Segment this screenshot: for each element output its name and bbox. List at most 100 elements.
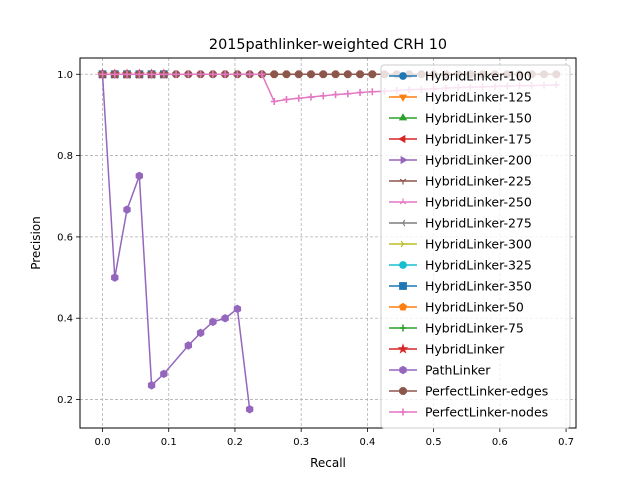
data-point: [356, 89, 364, 97]
x-tick-label: 0.7: [558, 437, 574, 448]
data-point: [99, 70, 107, 78]
x-tick-label: 0.0: [95, 437, 111, 448]
legend-item: HybridLinker-75: [389, 321, 524, 336]
legend-label: HybridLinker-50: [425, 300, 524, 315]
legend-item: HybridLinker-275: [389, 216, 532, 231]
legend-swatch-marker: [399, 365, 407, 375]
data-point: [344, 90, 352, 98]
legend-item: HybridLinker-150: [389, 111, 532, 126]
legend-swatch-marker: [398, 134, 406, 144]
data-point: [209, 70, 217, 78]
legend: HybridLinker-100 HybridLinker-125 HybridLi…: [380, 64, 571, 429]
data-point: [184, 70, 192, 78]
data-point: [343, 70, 352, 79]
legend-swatch-marker: [397, 343, 409, 354]
data-point: [331, 70, 340, 79]
y-tick-label: 0.6: [57, 232, 73, 243]
legend-item: HybridLinker-325: [389, 258, 532, 273]
y-tick-label: 0.2: [57, 395, 73, 406]
y-tick-label: 1.0: [57, 70, 73, 81]
legend-label: HybridLinker-150: [425, 111, 532, 126]
data-point: [319, 70, 328, 79]
legend-swatch-marker: [399, 387, 407, 395]
data-point: [111, 70, 119, 78]
legend-label: PerfectLinker-nodes: [425, 405, 548, 420]
plot-frame: [79, 57, 577, 429]
data-point: [147, 381, 156, 390]
legend-item: HybridLinker-50: [389, 300, 524, 315]
legend-swatch-marker: [399, 324, 407, 332]
legend-item: HybridLinker-350: [389, 279, 532, 294]
legend-label: PerfectLinker-edges: [425, 384, 548, 399]
data-point: [135, 70, 143, 78]
legend-item: HybridLinker-225: [389, 174, 532, 189]
x-axis-label: Recall: [310, 456, 346, 470]
data-point: [221, 313, 229, 323]
data-point: [123, 70, 131, 78]
legend-swatch-marker: [399, 261, 407, 269]
y-axis-label: Precision: [29, 216, 43, 270]
legend-swatch-marker: [399, 72, 407, 80]
data-point: [245, 405, 254, 414]
data-point: [196, 328, 205, 338]
legend-item: PerfectLinker-nodes: [389, 405, 548, 420]
data-point: [160, 369, 168, 379]
legend-label: HybridLinker-275: [425, 216, 532, 231]
legend-item: HybridLinker: [389, 342, 505, 357]
legend-item: HybridLinker-125: [389, 90, 532, 105]
data-point: [172, 70, 180, 78]
legend-item: HybridLinker-250: [389, 195, 532, 210]
legend-swatch-marker: [399, 198, 407, 205]
legend-label: HybridLinker-175: [425, 132, 532, 147]
data-point: [282, 70, 291, 79]
legend-swatch-marker: [399, 408, 407, 416]
legend-label: HybridLinker-100: [425, 69, 532, 84]
data-point: [246, 70, 254, 78]
legend-label: HybridLinker-225: [425, 174, 532, 189]
data-point: [148, 70, 156, 78]
data-point: [319, 92, 327, 100]
legend-label: HybridLinker-125: [425, 90, 532, 105]
legend-item: PerfectLinker-edges: [389, 384, 548, 399]
legend-item: HybridLinker-100: [389, 69, 532, 84]
legend-label: HybridLinker-200: [425, 153, 532, 168]
x-tick-label: 0.6: [492, 437, 508, 448]
data-point: [135, 171, 144, 181]
legend-swatch-marker: [398, 302, 408, 311]
chart-title: 2015pathlinker-weighted CRH 10: [209, 37, 447, 53]
legend-swatch-marker: [400, 240, 407, 248]
x-tick-label: 0.5: [426, 437, 442, 448]
legend-label: HybridLinker-300: [425, 237, 532, 252]
legend-swatch-marker: [399, 282, 407, 290]
legend-item: PathLinker: [389, 363, 491, 378]
data-point: [307, 93, 315, 101]
data-point: [197, 70, 205, 78]
data-point: [332, 91, 340, 99]
y-tick-label: 0.4: [57, 314, 73, 325]
legend-label: HybridLinker-250: [425, 195, 532, 210]
data-point: [233, 70, 241, 78]
data-point: [233, 304, 242, 314]
legend-swatch-marker: [398, 94, 408, 102]
data-point: [184, 341, 193, 350]
legend-box: [380, 64, 571, 429]
legend-item: HybridLinker-200: [389, 153, 532, 168]
data-point: [270, 70, 279, 79]
data-point: [368, 88, 376, 96]
x-tick-label: 0.1: [161, 437, 177, 448]
data-point: [258, 70, 266, 78]
data-point: [295, 94, 303, 102]
legend-swatch-marker: [400, 155, 408, 165]
x-tick-label: 0.2: [227, 437, 243, 448]
data-point: [160, 70, 168, 78]
data-point: [270, 98, 278, 106]
data-point: [282, 95, 290, 103]
legend-label: PathLinker: [425, 363, 491, 378]
legend-label: HybridLinker: [425, 342, 505, 357]
data-point: [209, 317, 217, 327]
data-point: [368, 70, 377, 79]
legend-item: HybridLinker-175: [389, 132, 532, 147]
x-tick-label: 0.4: [359, 437, 375, 448]
legend-label: HybridLinker-325: [425, 258, 532, 273]
